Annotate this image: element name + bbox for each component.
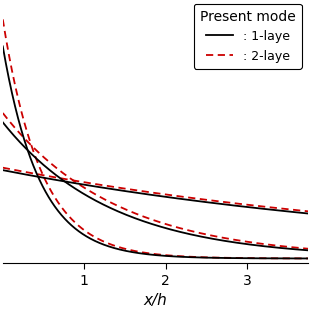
X-axis label: x/h: x/h	[144, 293, 167, 308]
Legend: : 1-laye, : 2-laye: : 1-laye, : 2-laye	[194, 4, 302, 69]
